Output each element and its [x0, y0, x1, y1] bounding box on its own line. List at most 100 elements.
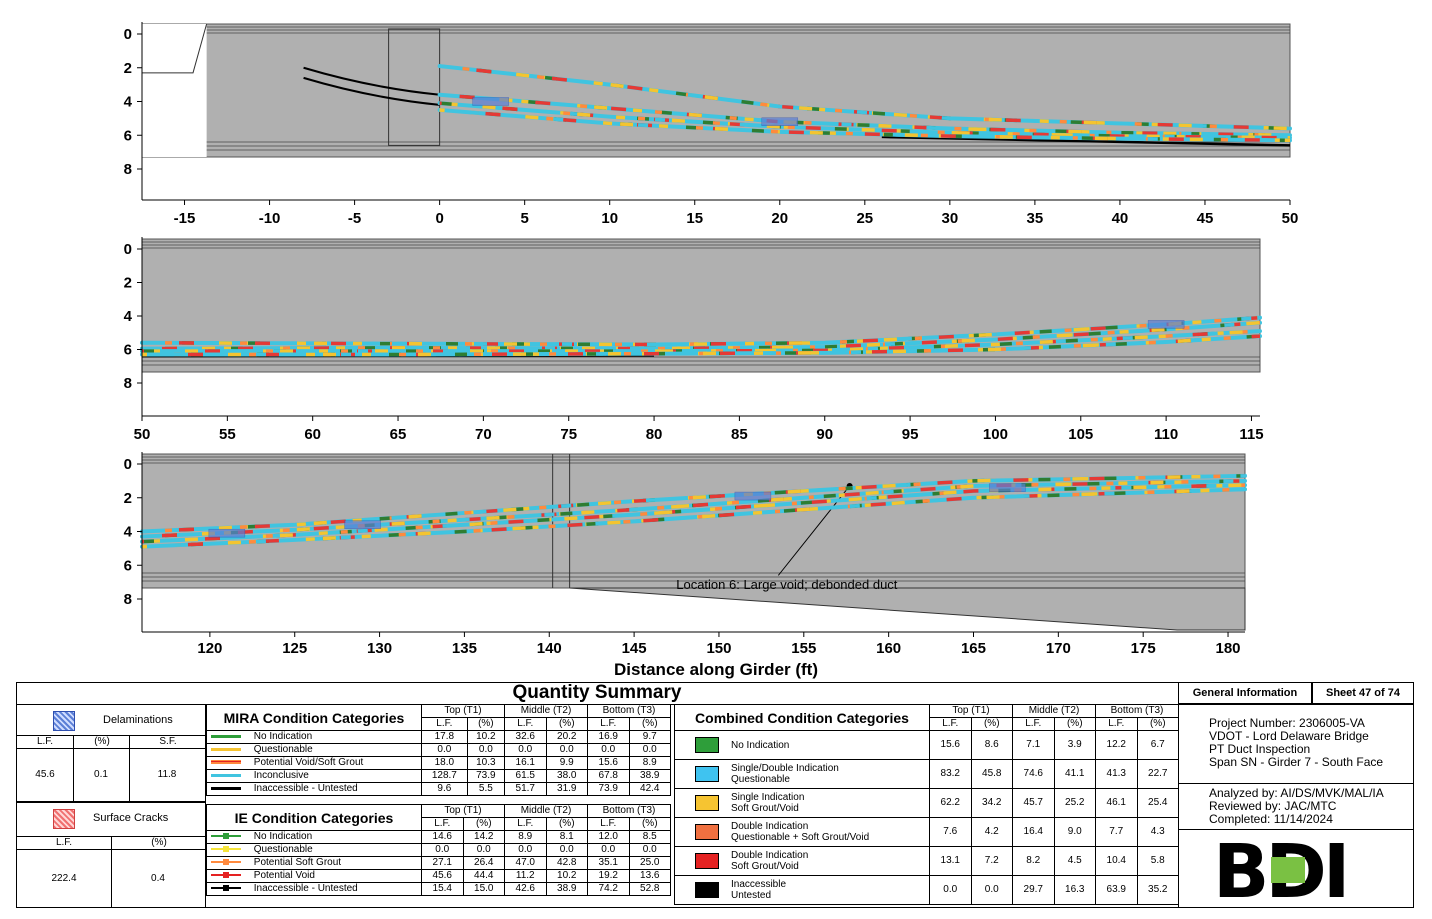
duct-condition-segment	[142, 329, 1261, 353]
mira-row-label: Potential Void/Soft Grout	[206, 756, 422, 770]
x-tick-label: 15	[686, 210, 703, 227]
ie-cell: 15.4	[421, 882, 464, 896]
y-tick-label: 0	[124, 456, 132, 473]
bdi-logo: BDI	[1213, 835, 1350, 905]
mira-cell: 15.6	[587, 756, 630, 770]
delamination-patch	[1147, 320, 1185, 329]
ie-cell: 0.0	[628, 843, 671, 857]
mira-cell: 16.1	[504, 756, 547, 770]
ie-table-wrap: IE Condition Categories Top (T1) Middle (T…	[206, 804, 671, 896]
x-tick-label: 85	[731, 426, 748, 443]
delamination-patch	[989, 483, 1026, 492]
delam-col-pct: (%)	[73, 736, 130, 802]
reviewed-by: Reviewed by: JAC/MTC	[1209, 799, 1337, 813]
x-tick-label: 50	[1282, 210, 1299, 227]
ie-row-label: Questionable	[206, 843, 422, 857]
cracks-swatch	[53, 809, 75, 829]
combined-cell: 3.9	[1053, 730, 1096, 760]
summary-title: Quantity Summary	[16, 682, 1178, 705]
delam-block: Delaminations L.F. (%) S.F. 45.6 0.1 11.…	[16, 704, 206, 802]
cracks-lf: 222.4	[51, 873, 77, 884]
mira-cell: 51.7	[504, 782, 547, 796]
combined-cell: 4.2	[970, 817, 1013, 847]
mira-cell: 73.9	[587, 782, 630, 796]
ie-cell: 45.6	[421, 869, 464, 883]
mira-cell: 0.0	[504, 743, 547, 757]
x-tick-label: 5	[520, 210, 528, 227]
y-tick-label: 0	[124, 241, 132, 258]
x-tick-label: 170	[1046, 640, 1071, 657]
duct-condition-segment	[141, 483, 1246, 544]
combined-row-label: Double Indication Questionable + Soft Gro…	[674, 817, 930, 847]
project-type: PT Duct Inspection	[1209, 742, 1311, 756]
y-tick-label: 2	[124, 490, 132, 507]
duct-condition-segment	[141, 320, 1261, 351]
mira-row: Potential Void/Soft Grout 18.0 10.3 16.1 9.9…	[206, 756, 671, 770]
combined-row-label: Single Indication Soft Grout/Void	[674, 788, 930, 818]
x-tick-label: 175	[1131, 640, 1156, 657]
analyzed-by: Analyzed by: AI/DS/MVK/MAL/IA	[1209, 786, 1384, 800]
x-tick-label: 110	[1154, 426, 1178, 443]
duct-condition-segment	[141, 479, 1246, 539]
mira-cell: 0.0	[545, 743, 588, 757]
combined-group-1: Middle (T2)	[1012, 704, 1096, 718]
mira-cell: 20.2	[545, 730, 588, 744]
ie-group-2: Bottom (T3)	[587, 804, 671, 818]
x-axis-label: Distance along Girder (ft)	[613, 660, 819, 679]
mira-cell: 8.9	[628, 756, 671, 770]
ie-title: IE Condition Categories	[206, 804, 422, 831]
ie-cell: 10.2	[545, 869, 588, 883]
mira-cell: 67.8	[587, 769, 630, 783]
x-tick-label: 165	[961, 640, 986, 657]
ie-subheader: (%)	[462, 817, 505, 831]
mira-cell: 61.5	[504, 769, 547, 783]
mira-cell: 32.6	[504, 730, 547, 744]
mira-row: Inaccessible - Untested 9.6 5.5 51.7 31.9 73.…	[206, 782, 671, 796]
combined-row: Single/Double Indication Questionable 83.2…	[674, 759, 1179, 789]
combined-cell: 16.3	[1053, 875, 1096, 905]
ie-cell: 44.4	[462, 869, 505, 883]
ie-cell: 27.1	[421, 856, 464, 870]
ie-row: Questionable 0.0 0.0 0.0 0.0 0.0 0.0	[206, 843, 671, 857]
project-number: Project Number: 2306005-VA	[1209, 716, 1365, 730]
ie-subheader: (%)	[628, 817, 671, 831]
delam-swatch	[53, 711, 75, 731]
mira-cell: 128.7	[421, 769, 468, 783]
mira-cell: 5.5	[466, 782, 506, 796]
ie-cell: 0.0	[421, 843, 464, 857]
duct-condition-segment	[141, 320, 1261, 351]
cracks-col-lf: L.F.	[55, 837, 73, 848]
blockout-area	[142, 24, 207, 157]
mira-cell: 31.9	[545, 782, 588, 796]
ie-cell: 19.2	[587, 869, 630, 883]
x-tick-label: 45	[1197, 210, 1214, 227]
cracks-label: Surface Cracks	[93, 812, 169, 824]
delamination-patch	[734, 491, 772, 501]
combined-cell: 4.3	[1136, 817, 1179, 847]
ie-row-label: Potential Void	[206, 869, 422, 883]
combined-cell: 13.1	[929, 846, 972, 876]
duct-condition-segment	[141, 474, 1246, 534]
combined-table: Combined Condition Categories Top (T1) Mid…	[674, 704, 1179, 905]
mira-cell: 18.0	[421, 756, 468, 770]
mira-cell: 38.9	[628, 769, 671, 783]
mira-cell: 16.9	[587, 730, 630, 744]
x-tick-label: 80	[646, 426, 663, 443]
ie-cell: 14.6	[421, 830, 464, 844]
y-tick-label: 8	[124, 375, 132, 392]
combined-row: Inaccessible Untested 0.0 0.0 29.7 16.3 63.9 35…	[674, 875, 1179, 905]
mira-cell: 17.8	[421, 730, 468, 744]
ie-cell: 8.9	[504, 830, 547, 844]
ie-row-label: Inaccessible - Untested	[206, 882, 422, 896]
combined-subheader: (%)	[970, 717, 1013, 731]
ie-row: Potential Soft Grout 27.1 26.4 47.0 42.8 35.1…	[206, 856, 671, 870]
x-tick-label: 75	[560, 426, 577, 443]
mira-subheader: (%)	[545, 717, 588, 731]
mira-cell: 10.2	[466, 730, 506, 744]
duct-condition-segment	[439, 101, 1291, 140]
combined-cell: 35.2	[1136, 875, 1179, 905]
project-name: VDOT - Lord Delaware Bridge	[1209, 729, 1369, 743]
x-tick-label: -10	[259, 210, 281, 227]
ie-cell: 11.2	[504, 869, 547, 883]
